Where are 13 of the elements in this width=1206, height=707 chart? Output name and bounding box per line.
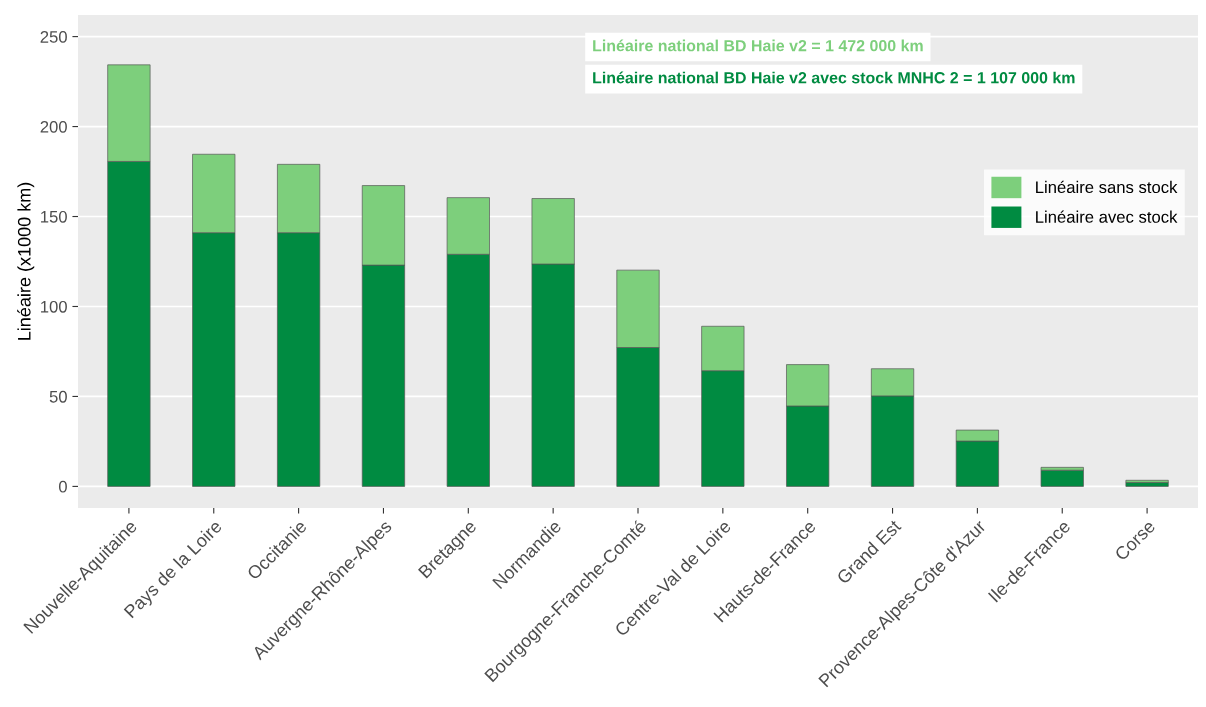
legend-label: Linéaire sans stock xyxy=(1036,180,1178,194)
bar xyxy=(1125,479,1169,483)
y-tick-label: 200 xyxy=(40,120,67,133)
y-tick-label: 100 xyxy=(41,300,67,313)
y-tick-label: 150 xyxy=(41,210,67,223)
y-tick-label: 250 xyxy=(40,30,67,43)
annotation: Linéaire national BD Haie v2 = 1 472 000 km xyxy=(593,39,923,52)
annotation: Linéaire national BD Haie v2 avec stock MNHC 2 = 1 107 000 km xyxy=(593,71,1075,84)
y-axis-title: Linéaire (x1000 km) xyxy=(17,182,35,340)
bar xyxy=(1040,469,1084,487)
y-tick-label: 50 xyxy=(49,390,67,403)
legend-label: Linéaire avec stock xyxy=(1036,210,1178,223)
y-tick-label: 0 xyxy=(58,480,67,493)
